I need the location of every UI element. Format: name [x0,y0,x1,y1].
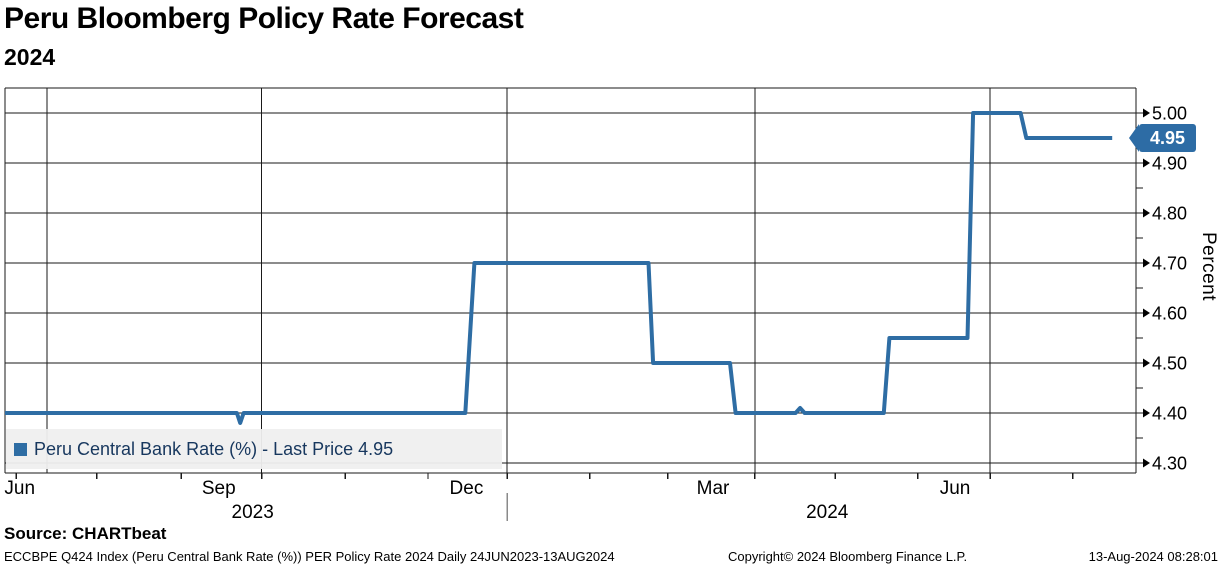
y-axis-title: Percent [1198,232,1219,301]
x-month-label: Sep [202,478,236,499]
footer-index-description: ECCBPE Q424 Index (Peru Central Bank Rat… [4,549,615,564]
y-tick-arrow-icon [1143,408,1150,418]
y-tick-label: 4.50 [1152,354,1187,374]
y-tick-label: 4.90 [1152,154,1187,174]
y-tick-arrow-icon [1143,108,1150,118]
footer-timestamp: 13-Aug-2024 08:28:01 [1088,549,1218,564]
legend-label: Peru Central Bank Rate (%) - Last Price … [34,438,394,459]
series-line [5,111,1113,425]
y-tick-label: 4.60 [1152,304,1187,324]
y-tick-arrow-icon [1143,358,1150,368]
last-price-value: 4.95 [1149,127,1186,148]
y-tick-arrow-icon [1143,208,1150,218]
y-tick-arrow-icon [1143,258,1150,268]
y-tick-arrow-icon [1143,458,1150,468]
y-tick-label: 4.40 [1152,404,1187,424]
y-tick-label: 4.30 [1152,454,1187,474]
x-month-label: Mar [697,478,730,499]
y-tick-arrow-icon [1143,158,1150,168]
x-year-label: 2023 [232,502,274,523]
y-tick-label: 4.70 [1152,254,1187,274]
legend-item[interactable]: Peru Central Bank Rate (%) - Last Price … [6,429,502,469]
x-month-label: Dec [450,478,484,499]
x-month-label: Jun [940,478,971,499]
y-tick-label: 5.00 [1152,104,1187,124]
y-tick-arrow-icon [1143,308,1150,318]
page-title: Peru Bloomberg Policy Rate Forecast [4,2,524,35]
x-month-label: Jun [4,478,35,499]
page-subtitle: 2024 [4,44,56,70]
x-year-label: 2024 [806,502,849,523]
last-price-badge: 4.95 [1129,124,1196,152]
legend-swatch-icon [14,442,27,456]
y-tick-label: 4.80 [1152,204,1187,224]
footer-copyright: Copyright© 2024 Bloomberg Finance L.P. [728,549,968,564]
source-label: Source: CHARTbeat [4,524,167,543]
